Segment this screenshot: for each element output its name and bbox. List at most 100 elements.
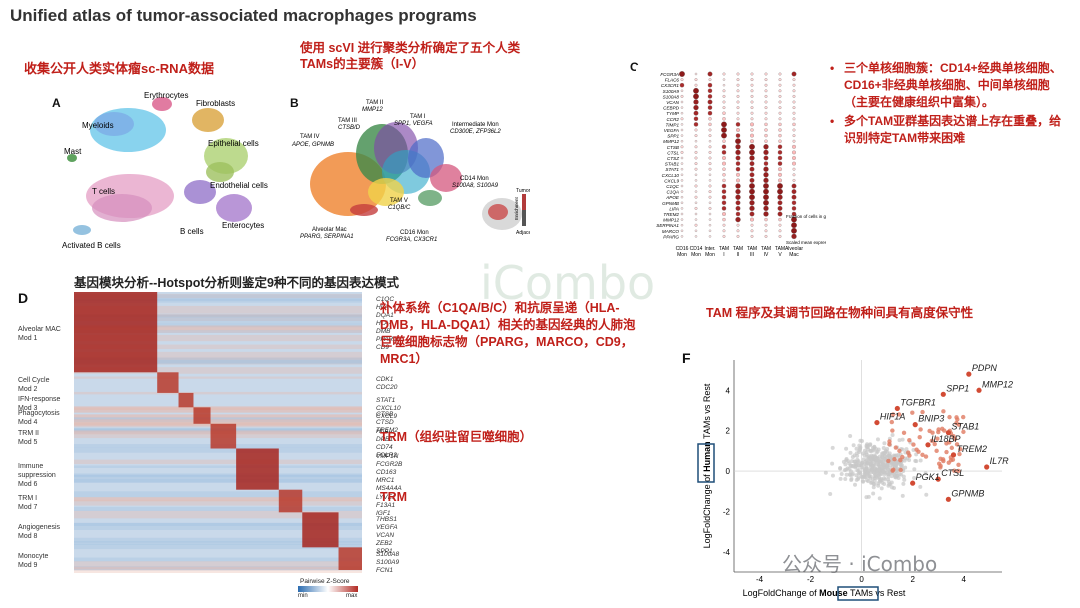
panel-c-dot: [763, 183, 769, 189]
panel-c-dot: [680, 173, 684, 177]
panel-c-column-label: TAM: [719, 246, 729, 252]
annotation-conserved: TAM 程序及其调节回路在物种间具有高度保守性: [706, 306, 974, 320]
panel-c-dot: [763, 194, 769, 201]
panel-c-dot: [722, 139, 726, 143]
panel-c-gene-label: MARCO: [662, 229, 680, 234]
panel-c-dot: [792, 173, 796, 177]
enriched-point: [944, 441, 949, 446]
panel-c-dot: [764, 133, 768, 138]
panel-c-dot: [764, 111, 768, 115]
background-point: [882, 482, 887, 487]
panel-c-dot: [693, 104, 699, 111]
panel-c-dot: [680, 139, 684, 143]
panel-c-dot: [694, 201, 698, 205]
heatmap-block: [210, 423, 237, 449]
panel-c-dot: [763, 166, 769, 172]
module-name: IFN-response: [18, 395, 61, 403]
panel-b-legend-bottom: Adjacent: [516, 230, 530, 236]
background-point: [868, 442, 873, 447]
background-point: [881, 446, 886, 451]
module-id: Mod 4: [18, 419, 38, 427]
panel-c-letter: C: [630, 60, 639, 74]
panel-c-dot: [778, 106, 782, 110]
panel-c-dot: [735, 167, 741, 172]
background-point: [899, 463, 904, 468]
module-gene: CD74: [376, 443, 393, 451]
enriched-point: [954, 420, 959, 426]
highlight-label: PDPN: [972, 363, 998, 373]
panel-c-dot: [694, 134, 698, 138]
background-point: [924, 492, 929, 497]
module-gene: CD9: [376, 344, 390, 351]
highlight-point: [966, 371, 972, 377]
background-point: [880, 462, 885, 467]
panel-c-dot: [722, 78, 726, 81]
panel-c-dot: [777, 205, 783, 211]
heatmap-stripe: [74, 293, 362, 299]
background-point: [883, 448, 888, 453]
panel-c-dot: [750, 89, 754, 93]
background-point: [844, 446, 849, 451]
panel-c-dot: [792, 122, 796, 127]
annotation-scvi-line2: TAMs的主要簇（I-V）: [300, 57, 425, 71]
panel-c-dot: [707, 105, 713, 110]
panel-c-dot: [764, 94, 768, 98]
panel-c-dot: [694, 195, 698, 199]
heatmap-stripe: [74, 496, 362, 501]
panel-c-dot: [708, 150, 712, 154]
y-tick-label: 2: [726, 427, 731, 436]
panel-c-dot: [722, 83, 726, 87]
panel-c-dot: [749, 211, 755, 217]
enriched-point: [936, 429, 941, 435]
background-point: [854, 446, 859, 451]
panel-c-dot: [735, 149, 741, 156]
panel-c-dot: [722, 72, 726, 76]
background-point: [830, 473, 835, 478]
panel-c-dot: [694, 156, 698, 160]
panel-c-dot: [736, 229, 740, 233]
panel-c-dot: [680, 89, 684, 93]
highlight-point: [910, 480, 916, 486]
enriched-point: [961, 429, 966, 435]
heatmap-stripe: [74, 322, 362, 328]
enriched-point: [907, 437, 912, 443]
panel-c-dot: [722, 217, 726, 222]
module-gene: CXCL9: [376, 412, 397, 420]
panel-c-dot: [736, 78, 740, 82]
module-id: Mod 7: [18, 504, 38, 511]
panel-c-gene-label: FCGR3A: [660, 72, 679, 77]
panel-c-dot: [680, 150, 684, 154]
enriched-point: [920, 409, 925, 415]
panel-c-dot: [792, 117, 796, 121]
bullet-2-text: 多个TAM亚群基因表达谱上存在重叠，给识别特定TAM带来困难: [844, 114, 1062, 145]
panel-c-column-label: Mon: [705, 252, 715, 258]
x-axis-label: LogFoldChange of Mouse TAMs vs Rest: [743, 588, 906, 598]
panel-c-dot: [694, 128, 698, 132]
module-genes: HLA-DPB1 CD74 FOLR2: [376, 428, 404, 460]
panel-c-gene-label: STAT1: [665, 167, 679, 172]
panel-c-dot: [791, 183, 797, 189]
panel-c-column-label: II: [737, 252, 740, 258]
background-point: [900, 437, 905, 442]
background-point: [876, 481, 881, 486]
panel-c-dot: [735, 155, 741, 161]
heatmap-stripe: [74, 391, 362, 395]
panel-c-dot: [694, 167, 698, 171]
panel-c-dot: [763, 144, 769, 150]
panel-c-dot: [708, 145, 712, 149]
panel-c-column-label: CD16: [676, 246, 689, 252]
background-point: [861, 479, 866, 484]
panel-c-dot: [736, 94, 740, 98]
panel-c-dot: [763, 149, 769, 156]
heatmap-block: [74, 292, 158, 373]
module-gene: FCN1: [376, 567, 393, 575]
module-gene: THBS1: [376, 516, 397, 524]
panel-c-dot: [680, 201, 684, 205]
panel-c-dot: [778, 117, 782, 121]
panel-c-dot: [778, 217, 782, 222]
panel-c-dot: [721, 200, 727, 205]
panel-c-column-label: TAM: [747, 246, 757, 252]
panel-c-dot: [707, 71, 713, 77]
panel-c-dot: [735, 205, 741, 211]
panel-c-dot: [722, 178, 726, 183]
